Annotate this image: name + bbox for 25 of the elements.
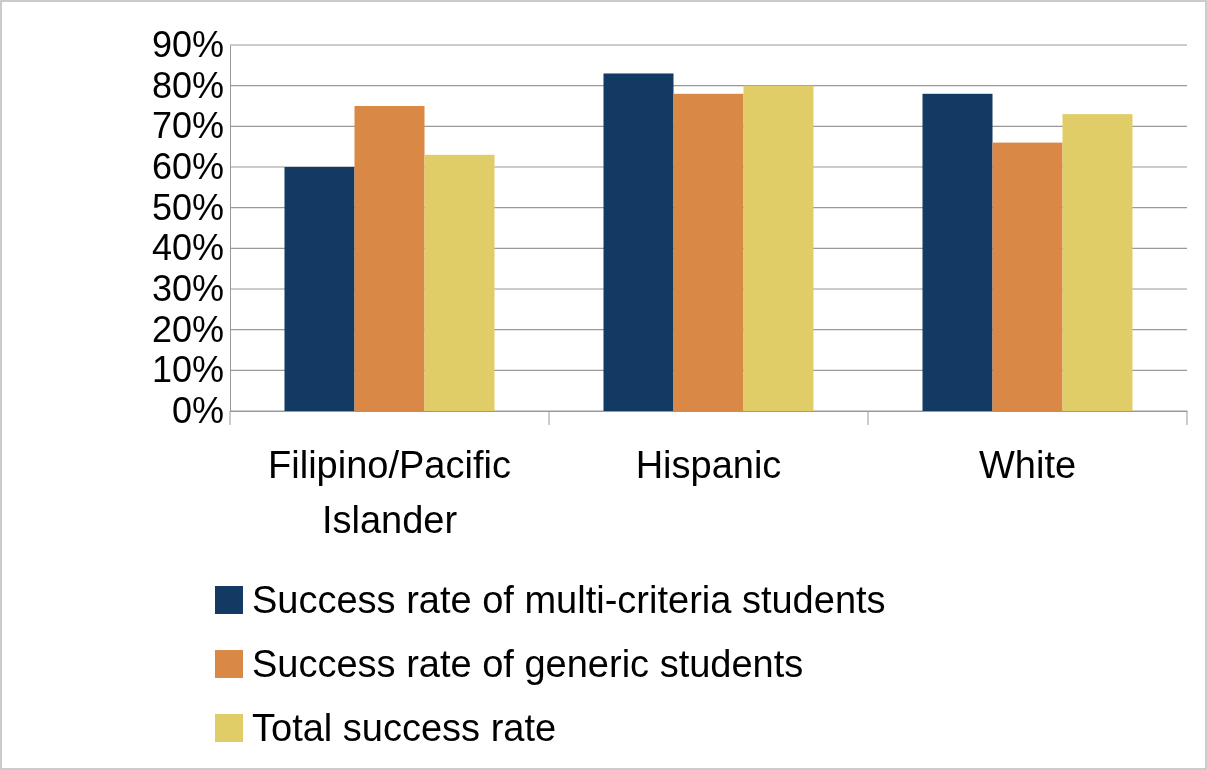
bar: [284, 167, 355, 411]
x-tick-label: Filipino/Pacific Islander: [268, 443, 511, 542]
y-tick-label: 20%: [151, 308, 224, 350]
bar: [603, 73, 674, 411]
y-tick-label: 70%: [151, 105, 224, 147]
y-tick-label: 30%: [151, 268, 224, 310]
bar: [354, 106, 425, 411]
bar: [922, 93, 993, 411]
bar: [992, 142, 1063, 411]
y-tick-label: 0%: [171, 390, 224, 432]
legend-label: Success rate of multi-criteria students: [252, 579, 886, 622]
y-tick-label: 90%: [151, 24, 224, 66]
legend-label: Success rate of generic students: [252, 643, 804, 686]
x-tick-label: Hispanic: [635, 443, 782, 486]
y-tick-label: 60%: [151, 146, 224, 188]
bar: [424, 154, 495, 411]
y-tick-label: 40%: [151, 227, 224, 269]
bar: [1062, 114, 1133, 411]
y-tick-label: 50%: [151, 186, 224, 228]
bar: [743, 85, 814, 411]
y-tick-label: 10%: [151, 349, 224, 391]
x-tick-label: White: [978, 443, 1077, 486]
bar: [673, 93, 744, 411]
legend-label: Total success rate: [252, 707, 557, 750]
y-tick-label: 80%: [151, 64, 224, 106]
